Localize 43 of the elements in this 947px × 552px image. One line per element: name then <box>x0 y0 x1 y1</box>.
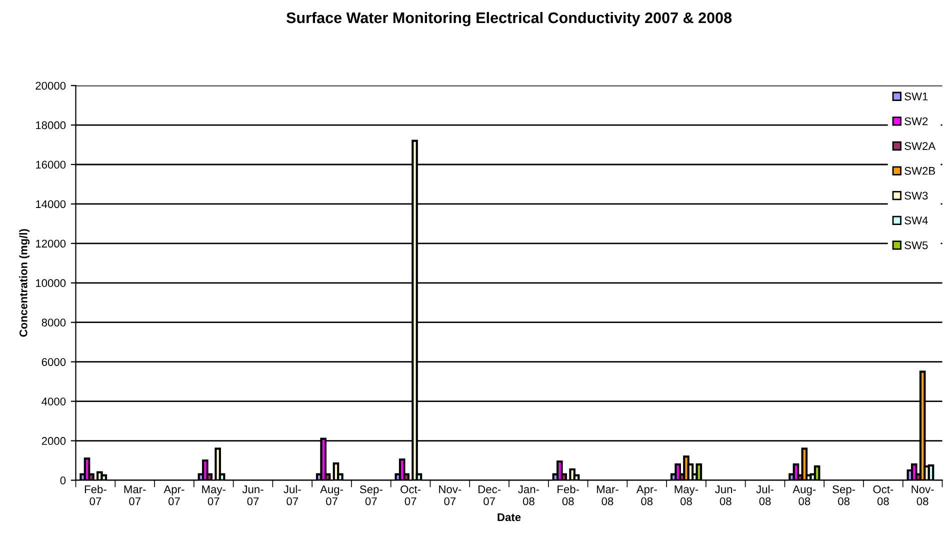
x-tick-label: Aug-07 <box>320 486 344 506</box>
legend-label: SW4 <box>904 216 928 224</box>
x-tick-label: Nov-07 <box>439 486 462 506</box>
x-tick-label: Jun-07 <box>242 486 264 506</box>
x-tick-label: Feb-08 <box>558 485 580 506</box>
legend-label: SW2 <box>904 117 928 126</box>
x-tick-label: Mar-08 <box>596 486 618 506</box>
x-axis-title: Date <box>498 513 521 522</box>
y-tick-label: 0 <box>60 476 66 484</box>
x-tick-label: Jul-07 <box>284 485 301 506</box>
x-tick-label: Oct-07 <box>400 485 421 506</box>
x-tick-label: Jul-08 <box>756 485 774 506</box>
y-axis-title: Concentration (mg/l) <box>19 229 30 337</box>
y-tick-label: 2000 <box>42 437 66 445</box>
x-tick-label: Nov-08 <box>912 486 934 506</box>
legend-label: SW3 <box>904 192 928 200</box>
x-tick-label: Oct-08 <box>873 485 894 506</box>
x-tick-label: Mar-07 <box>124 486 146 506</box>
x-tick-label: May-08 <box>674 486 698 506</box>
y-tick-label: 18000 <box>36 121 66 130</box>
y-tick-label: 20000 <box>36 82 66 90</box>
x-tick-label: Dec-07 <box>478 486 501 506</box>
x-tick-label: Apr-07 <box>164 486 184 506</box>
x-tick-label: Jun-08 <box>715 486 736 506</box>
legend-label: SW1 <box>904 92 928 100</box>
y-tick-label: 10000 <box>36 279 66 288</box>
x-tick-label: Aug-08 <box>792 486 816 506</box>
chart-title: Surface Water Monitoring Electrical Conductivity 2007 & 2008 <box>286 12 732 26</box>
x-tick-label: May-07 <box>202 486 226 506</box>
x-tick-label: Sep-07 <box>360 485 382 506</box>
y-tick-label: 12000 <box>36 240 66 248</box>
x-tick-label: Sep-08 <box>832 485 856 506</box>
legend-label: SW2B <box>904 166 936 175</box>
y-tick-label: 8000 <box>42 318 66 327</box>
y-tick-label: 4000 <box>42 398 66 406</box>
y-tick-label: 14000 <box>36 200 66 208</box>
legend-label: SW5 <box>904 241 928 250</box>
x-tick-label: Feb-07 <box>84 485 106 506</box>
x-tick-label: Jan-08 <box>518 486 540 506</box>
y-tick-label: 16000 <box>36 160 66 169</box>
y-tick-label: 6000 <box>42 358 66 366</box>
x-tick-label: Apr-08 <box>636 486 657 506</box>
legend-label: SW2A <box>904 142 936 150</box>
